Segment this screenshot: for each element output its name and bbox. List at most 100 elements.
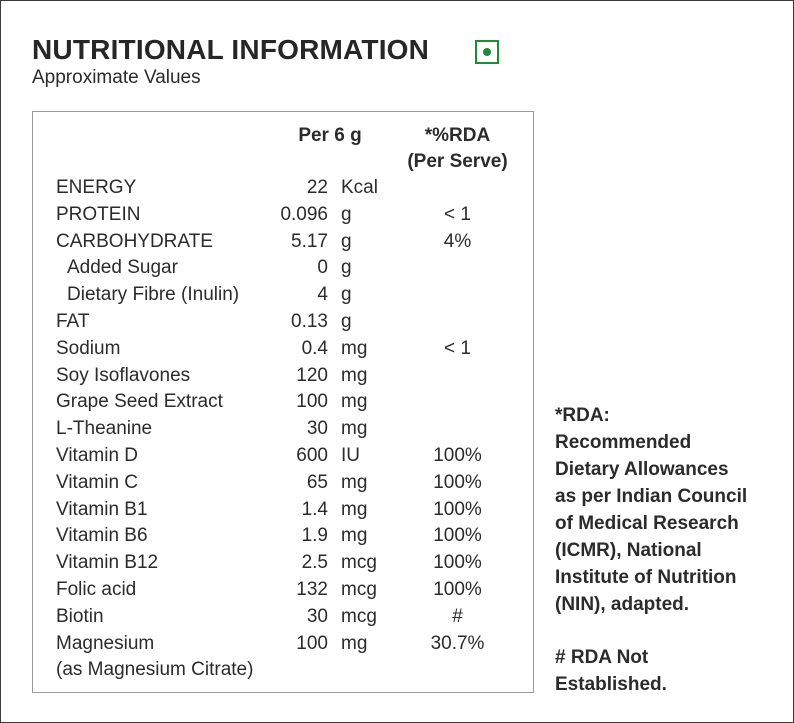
table-row: Magnesium 100 mg 30.7% <box>0 630 534 657</box>
table-row: PROTEIN 0.096 g < 1 <box>0 201 534 228</box>
veg-symbol-icon <box>475 40 499 64</box>
table-row: Added Sugar 0 g <box>0 254 534 281</box>
table-row: CARBOHYDRATE 5.17 g 4% <box>0 228 534 255</box>
nutrient-amount: 65 <box>306 471 328 493</box>
nutrient-amount: 132 <box>296 579 328 600</box>
table-row: (as Magnesium Citrate) <box>0 656 534 683</box>
nutrient-amount: 5.17 <box>291 230 328 252</box>
nutrient-amount: 0.4 <box>301 337 328 359</box>
nutrient-rda: 100% <box>433 498 482 520</box>
column-header-rda: *%RDA (Per Serve) <box>385 123 530 175</box>
table-row: Sodium 0.4 mg < 1 <box>0 335 534 362</box>
table-row: Vitamin C 65 mg 100% <box>0 469 534 496</box>
nutrient-name: Sodium <box>56 337 121 359</box>
column-header-per-serving: Per 6 g <box>298 125 362 146</box>
nutrient-unit: g <box>341 257 352 279</box>
nutrient-rda: 4% <box>443 230 472 252</box>
nutrient-unit: mg <box>341 498 368 520</box>
nutrient-name: Folic acid <box>56 579 137 600</box>
nutrient-name: Biotin <box>56 605 104 627</box>
nutrient-unit: mg <box>341 391 368 413</box>
nutrient-unit: mg <box>341 337 368 359</box>
nutrient-amount: 1.9 <box>301 525 328 547</box>
rda-footnote-line: Recommended <box>555 432 692 453</box>
hash-footnote: # RDA Not Established. <box>555 644 785 698</box>
nutrient-rda: 30.7% <box>430 632 485 654</box>
nutrient-name: Vitamin B12 <box>56 552 159 574</box>
nutrient-unit: mg <box>341 364 368 386</box>
nutrient-unit: g <box>341 203 352 225</box>
nutrient-name: ENERGY <box>56 177 137 198</box>
nutrient-rda: 100% <box>433 525 482 547</box>
nutrient-amount: 1.4 <box>301 498 328 520</box>
nutrition-table-box <box>32 111 534 693</box>
nutrient-rda: 100% <box>433 471 482 493</box>
nutrient-amount: 120 <box>296 364 328 386</box>
nutrient-name: Vitamin C <box>56 471 139 493</box>
nutrient-name: Vitamin B6 <box>56 525 148 547</box>
nutrient-amount: 0.13 <box>291 311 328 332</box>
table-row: Biotin 30 mcg # <box>0 603 534 630</box>
nutrient-unit: g <box>341 230 352 252</box>
table-row: L-Theanine 30 mg <box>0 415 534 442</box>
table-row: Vitamin B1 1.4 mg 100% <box>0 496 534 523</box>
nutrient-amount: 600 <box>296 445 328 466</box>
table-row: Vitamin B12 2.5 mcg 100% <box>0 549 534 576</box>
nutrient-name: Dietary Fibre (Inulin) <box>67 284 240 306</box>
nutrient-name: CARBOHYDRATE <box>56 230 213 252</box>
nutrient-amount: 0 <box>317 257 328 279</box>
rda-footnote-line: Institute of Nutrition <box>555 567 737 588</box>
rda-footnote-line: (NIN), adapted. <box>555 594 690 615</box>
nutrient-name: Soy Isoflavones <box>56 364 191 386</box>
hash-footnote-line: Established. <box>555 674 667 695</box>
nutrient-unit: g <box>341 284 352 306</box>
nutrient-amount: 0.096 <box>280 203 328 225</box>
nutrient-name: Vitamin B1 <box>56 498 148 520</box>
column-header-rda-line1: *%RDA <box>424 125 491 146</box>
nutrient-name: Magnesium <box>56 632 155 654</box>
rda-footnote: *RDA: Recommended Dietary Allowances as … <box>555 402 785 618</box>
nutrient-rda: # <box>452 605 463 627</box>
nutrient-rda: 100% <box>433 552 482 574</box>
nutrient-name: Vitamin D <box>56 445 139 466</box>
nutrient-amount: 30 <box>306 605 328 627</box>
table-row: Vitamin D 600 IU 100% <box>0 442 534 469</box>
rda-footnote-line: as per Indian Council <box>555 486 748 507</box>
nutrient-amount: 22 <box>306 177 328 198</box>
nutrient-rda: < 1 <box>444 203 471 225</box>
nutrient-unit: mcg <box>341 552 377 574</box>
nutrient-unit: mcg <box>341 579 377 600</box>
nutrient-unit: IU <box>341 445 360 466</box>
nutrient-name: (as Magnesium Citrate) <box>56 659 254 681</box>
nutrient-unit: mg <box>341 632 368 654</box>
rda-footnote-line: (ICMR), National <box>555 540 702 561</box>
nutrient-name: PROTEIN <box>56 203 141 225</box>
rda-footnote-line: Dietary Allowances <box>555 459 729 480</box>
nutrient-amount: 30 <box>306 418 328 440</box>
nutrient-rda: 100% <box>433 445 482 466</box>
table-row: Vitamin B6 1.9 mg 100% <box>0 522 534 549</box>
hash-footnote-line: # RDA Not <box>555 647 649 668</box>
table-row: Soy Isoflavones 120 mg <box>0 362 534 389</box>
nutrient-unit: g <box>341 311 352 332</box>
table-row: ENERGY 22 Kcal <box>0 174 534 201</box>
nutrient-name: L-Theanine <box>56 418 153 440</box>
nutrient-amount: 100 <box>296 391 328 413</box>
rda-footnote-line: of Medical Research <box>555 513 739 534</box>
table-row: Folic acid 132 mcg 100% <box>0 576 534 603</box>
nutrient-unit: mg <box>341 471 368 493</box>
nutrient-unit: Kcal <box>341 177 378 198</box>
nutrient-unit: mg <box>341 525 368 547</box>
nutrient-amount: 4 <box>317 284 328 306</box>
nutrient-rda: < 1 <box>444 337 471 359</box>
nutrient-unit: mcg <box>341 605 377 627</box>
table-row: Dietary Fibre (Inulin) 4 g <box>0 281 534 308</box>
nutrient-amount: 2.5 <box>301 552 328 574</box>
table-row: FAT 0.13 g <box>0 308 534 335</box>
page-subtitle: Approximate Values <box>32 67 201 88</box>
nutrient-unit: mg <box>341 418 368 440</box>
rda-footnote-line: *RDA: <box>555 405 610 426</box>
nutrient-name: FAT <box>56 311 90 332</box>
page-title: NUTRITIONAL INFORMATION <box>32 34 430 65</box>
nutrient-amount: 100 <box>296 632 328 654</box>
